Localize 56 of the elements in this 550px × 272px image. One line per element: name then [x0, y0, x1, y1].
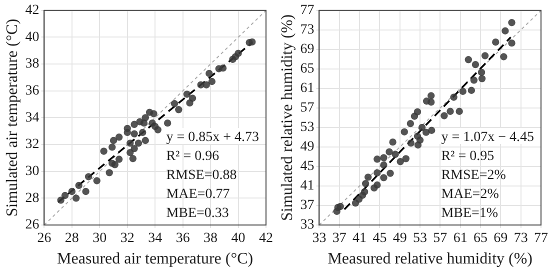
x-tick-label: 34: [148, 231, 162, 246]
x-axis-title: Measured relative humidity (%): [328, 250, 533, 268]
y-tick-label: 32: [25, 137, 40, 152]
y-tick-label: 73: [300, 22, 314, 38]
x-tick-label: 30: [92, 231, 107, 246]
y-tick-label: 26: [25, 218, 40, 233]
y-tick-label: 42: [25, 3, 40, 18]
x-tick-label: 73: [514, 231, 528, 246]
y-axis-title: Simulated air temperature (°C): [4, 18, 21, 217]
y-tick-label: 65: [300, 62, 314, 77]
y-tick-label: 40: [25, 30, 40, 45]
y-tick-label: 34: [25, 110, 40, 126]
annotation: RMSE=2%: [441, 168, 506, 183]
x-tick-label: 45: [372, 231, 387, 246]
x-tick-label: 40: [231, 231, 246, 246]
x-axis-title: Measured air temperature (°C): [57, 250, 254, 268]
x-tick-label: 69: [494, 231, 508, 246]
x-tick-label: 49: [392, 231, 407, 246]
x-tick-label: 37: [332, 231, 346, 246]
y-tick-label: 49: [300, 140, 314, 155]
x-tick-label: 61: [453, 231, 468, 246]
x-tick-label: 33: [312, 231, 326, 246]
x-tick-label: 77: [534, 231, 548, 246]
y-tick-label: 57: [300, 100, 314, 116]
y-tick-label: 38: [25, 56, 40, 72]
y-tick-label: 53: [300, 120, 314, 136]
y-tick-label: 69: [300, 42, 314, 58]
y-tick-label: 28: [25, 190, 40, 206]
annotation: y = 0.85x + 4.73: [166, 130, 259, 145]
annotation: MBE=0.33: [166, 206, 229, 221]
annotation: R² = 0.96: [166, 149, 220, 164]
y-tick-label: 41: [300, 178, 314, 194]
x-tick-label: 41: [352, 231, 367, 246]
x-tick-label: 65: [474, 231, 488, 246]
annotation: MAE=0.77: [166, 187, 230, 202]
annotation: MAE=2%: [441, 187, 500, 202]
y-tick-label: 77: [300, 3, 314, 18]
annotation: y = 1.07x − 4.45: [441, 130, 534, 145]
y-tick-label: 30: [25, 164, 40, 180]
x-tick-label: 42: [259, 231, 273, 246]
x-tick-label: 53: [413, 231, 428, 246]
x-tick-label: 38: [204, 231, 218, 246]
annotation: R² = 0.95: [441, 149, 494, 164]
y-tick-label: 33: [300, 218, 314, 233]
y-tick-label: 36: [25, 84, 40, 99]
x-tick-label: 57: [433, 231, 448, 246]
y-axis-title: Simulated relative humidity (%): [278, 14, 296, 222]
annotation: MBE=1%: [441, 206, 498, 221]
y-tick-label: 61: [300, 81, 314, 96]
x-tick-label: 28: [64, 231, 79, 246]
y-tick-label: 45: [300, 159, 314, 174]
x-tick-label: 26: [37, 231, 52, 246]
x-tick-label: 36: [176, 231, 190, 246]
y-tick-label: 37: [300, 198, 314, 214]
x-tick-label: 32: [120, 231, 134, 246]
annotation: RMSE=0.88: [166, 168, 237, 183]
